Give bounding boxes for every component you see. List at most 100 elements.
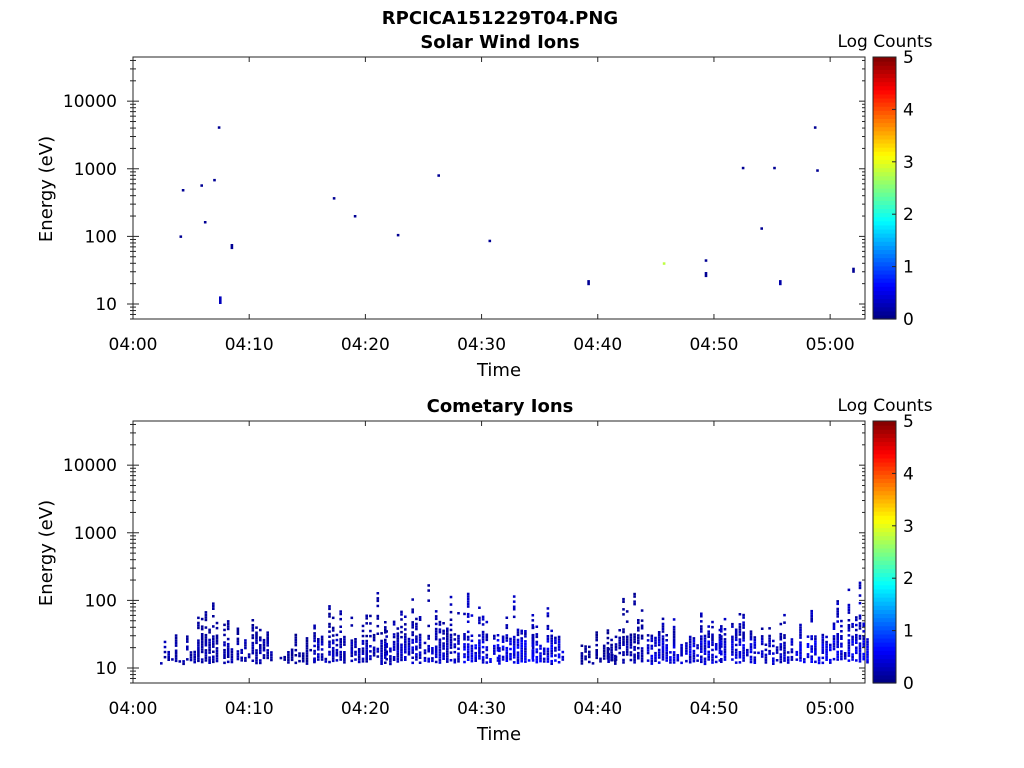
data-cell [742,639,745,642]
data-cell [524,635,527,638]
data-cell [847,629,851,632]
data-cell [354,638,357,641]
data-cell [478,644,481,647]
data-cell [692,649,696,653]
data-cell [392,656,396,659]
data-cell [485,633,489,636]
x-tick-label: 04:20 [341,335,390,355]
data-cell [535,640,539,644]
data-cell [595,649,598,652]
data-cell [520,629,523,633]
data-cell [498,657,501,660]
data-cell [595,631,598,634]
data-cell [251,629,255,632]
data-cell [622,658,625,662]
data-cell [305,637,309,640]
x-tick-label: 04:10 [225,335,274,355]
data-cell [779,280,782,286]
data-cell [392,645,396,649]
data-cell [672,661,676,664]
data-cell [633,633,636,636]
data-cell [688,638,692,641]
data-cell [633,656,636,659]
data-cell [466,620,470,623]
data-cell [244,656,247,660]
data-cell [313,627,316,630]
data-cell [734,656,738,659]
data-cell [862,640,865,643]
data-cell [434,645,438,648]
data-cell [449,595,453,599]
data-cell [384,638,387,642]
data-cell [646,644,650,647]
data-cell [720,637,723,641]
data-cell [622,651,625,654]
data-cell [407,642,411,646]
data-cell [317,638,320,641]
data-cell [851,655,854,659]
data-cell [696,654,699,657]
data-cell [700,660,703,664]
data-cell [357,660,361,664]
data-cell [376,650,380,653]
data-cell [208,643,211,647]
colorbar-swatch [873,155,896,160]
data-cell [434,615,438,618]
data-cell [415,640,418,643]
data-cell [380,642,383,645]
x-tick-label: 04:10 [225,699,274,719]
data-cell [840,637,843,640]
data-cell [731,643,734,646]
data-cell [489,660,492,663]
data-cell [226,653,230,656]
colorbar-swatch [873,310,896,316]
data-cell [637,626,640,630]
data-cell [411,626,414,629]
data-cell [546,635,550,638]
data-cell [380,652,383,655]
data-cell [654,639,657,642]
colorbar-swatch [873,429,896,434]
solar-wind-xlabel: Time [476,360,521,381]
data-cell [478,606,481,609]
data-cell [163,645,167,649]
data-cell [554,649,557,652]
data-cell [753,638,757,642]
data-cell [208,651,211,654]
data-cell [637,636,640,640]
data-cell [365,614,368,617]
data-cell [692,652,696,655]
data-cell [361,634,365,638]
data-cell [174,654,178,658]
data-cell [749,643,753,646]
data-cell [753,661,757,664]
data-cell [365,647,368,650]
data-cell [720,658,723,661]
data-cell [501,648,505,651]
data-cell [516,656,520,659]
data-cell [840,619,843,623]
data-cell [584,655,587,658]
data-cell [481,651,485,654]
data-cell [186,640,189,643]
data-cell [855,641,858,644]
data-cell [531,641,535,644]
data-cell [772,644,775,648]
data-cell [665,659,668,662]
data-cell [720,642,723,646]
data-cell [847,646,851,650]
colorbar-swatch [873,453,896,459]
data-cell [509,655,512,658]
data-cell [825,643,828,646]
data-cell [606,649,610,652]
data-cell [481,658,485,662]
data-cell [650,662,654,665]
data-cell [160,662,163,665]
data-cell [731,638,734,641]
data-cell [546,647,550,651]
y-tick-label: 10000 [63,92,117,112]
colorbar-swatch [873,539,896,545]
data-cell [847,649,851,652]
data-cell [512,640,516,644]
data-cell [810,637,813,641]
